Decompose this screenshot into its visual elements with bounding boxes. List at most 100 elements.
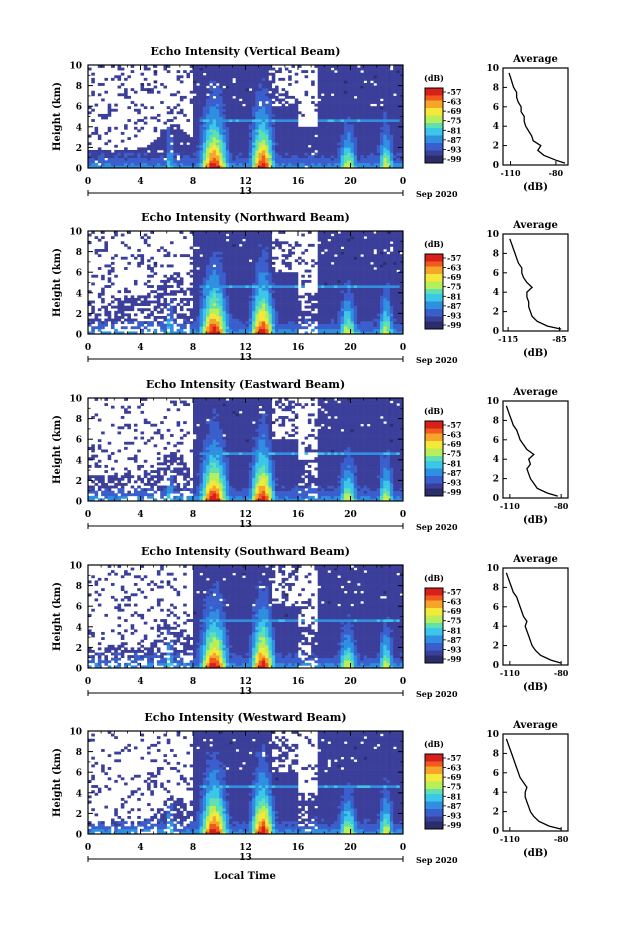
heatmap-cell bbox=[176, 152, 181, 156]
heatmap-cell bbox=[399, 108, 404, 112]
heatmap-cell bbox=[258, 119, 263, 122]
heatmap-cell bbox=[396, 134, 401, 138]
heatmap-cell bbox=[288, 303, 292, 306]
heatmap-cell bbox=[294, 149, 299, 153]
heatmap-cell bbox=[104, 149, 108, 153]
heatmap-cell bbox=[215, 90, 220, 94]
heatmap-cell bbox=[202, 103, 207, 107]
heatmap-cell bbox=[320, 246, 325, 250]
heatmap-cell bbox=[330, 147, 335, 151]
heatmap-cell bbox=[255, 126, 259, 130]
heatmap-cell bbox=[137, 297, 141, 301]
heatmap-cell bbox=[324, 165, 328, 169]
heatmap-cell bbox=[324, 269, 328, 273]
heatmap-cell bbox=[166, 111, 171, 115]
heatmap-cell bbox=[301, 233, 305, 237]
heatmap-cell bbox=[386, 108, 391, 112]
heatmap-cell bbox=[215, 259, 220, 263]
heatmap-cell bbox=[334, 272, 338, 276]
heatmap-cell bbox=[324, 83, 328, 86]
heatmap-cell bbox=[317, 124, 322, 128]
heatmap-cell bbox=[91, 77, 95, 81]
heatmap-cell bbox=[399, 126, 404, 130]
heatmap-cell bbox=[120, 131, 125, 135]
heatmap-cell bbox=[278, 129, 282, 133]
heatmap-cell bbox=[229, 67, 233, 71]
heatmap-cell bbox=[334, 285, 338, 288]
heatmap-cell bbox=[242, 116, 246, 120]
heatmap-cell bbox=[235, 95, 240, 99]
heatmap-cell bbox=[219, 88, 223, 92]
heatmap-cell bbox=[334, 290, 338, 294]
heatmap-cell bbox=[340, 147, 345, 151]
heatmap-cell bbox=[353, 93, 358, 97]
heatmap-cell bbox=[389, 75, 394, 79]
heatmap-cell bbox=[163, 162, 168, 166]
heatmap-cell bbox=[370, 147, 374, 151]
heatmap-cell bbox=[202, 152, 207, 156]
heatmap-cell bbox=[291, 272, 296, 276]
heatmap-cell bbox=[143, 308, 148, 312]
heatmap-cell bbox=[101, 305, 105, 309]
heatmap-cell bbox=[268, 254, 273, 258]
heatmap-cell bbox=[202, 126, 207, 130]
heatmap-cell bbox=[347, 77, 351, 81]
heatmap-cell bbox=[327, 147, 332, 151]
heatmap-cell bbox=[320, 236, 325, 240]
heatmap-cell bbox=[304, 157, 309, 161]
heatmap-cell bbox=[107, 155, 112, 159]
heatmap-cell bbox=[199, 326, 204, 330]
heatmap-cell bbox=[183, 290, 187, 294]
heatmap-cell bbox=[156, 310, 161, 314]
heatmap-cell bbox=[225, 147, 230, 151]
heatmap-cell bbox=[235, 149, 240, 153]
heatmap-cell bbox=[193, 155, 197, 159]
heatmap-cell bbox=[343, 93, 348, 97]
colorbar-segment bbox=[425, 103, 443, 106]
heatmap-cell bbox=[179, 328, 184, 332]
heatmap-cell bbox=[160, 326, 164, 330]
heatmap-cell bbox=[238, 305, 243, 309]
heatmap-cell bbox=[170, 152, 174, 156]
heatmap-cell bbox=[284, 279, 289, 283]
heatmap-cell bbox=[179, 98, 184, 102]
heatmap-cell bbox=[268, 305, 273, 309]
heatmap-cell bbox=[268, 318, 273, 322]
heatmap-cell bbox=[337, 318, 341, 322]
heatmap-cell bbox=[261, 139, 266, 143]
heatmap-cell bbox=[193, 233, 197, 237]
heatmap-cell bbox=[166, 303, 171, 306]
heatmap-cell bbox=[330, 279, 335, 283]
heatmap-cell bbox=[357, 95, 361, 99]
heatmap-cell bbox=[229, 80, 233, 84]
heatmap-cell bbox=[275, 328, 279, 332]
heatmap-cell bbox=[232, 103, 236, 107]
heatmap-cell bbox=[196, 129, 200, 133]
heatmap-cells bbox=[88, 65, 404, 169]
heatmap-cell bbox=[380, 85, 384, 89]
heatmap-cell bbox=[340, 98, 345, 102]
heatmap-cell bbox=[225, 126, 230, 130]
heatmap-cell bbox=[193, 285, 197, 288]
heatmap-cell bbox=[225, 98, 230, 102]
heatmap-cell bbox=[107, 269, 112, 273]
heatmap-cell bbox=[248, 103, 253, 107]
heatmap-cell bbox=[248, 126, 253, 130]
heatmap-cell bbox=[284, 160, 289, 164]
heatmap-cell bbox=[242, 231, 246, 234]
heatmap-cell bbox=[242, 162, 246, 166]
heatmap-cell bbox=[334, 295, 338, 299]
heatmap-cell bbox=[153, 165, 158, 169]
heatmap-cell bbox=[225, 77, 230, 81]
heatmap-cell bbox=[265, 285, 269, 288]
heatmap-cell bbox=[229, 251, 233, 255]
heatmap-cell bbox=[130, 321, 135, 325]
heatmap-cell bbox=[383, 149, 387, 153]
heatmap-cell bbox=[327, 121, 332, 125]
heatmap-cell bbox=[229, 326, 233, 330]
heatmap-cell bbox=[334, 308, 338, 312]
heatmap-cell bbox=[222, 126, 227, 130]
heatmap-cell bbox=[127, 313, 131, 317]
heatmap-cell bbox=[393, 152, 397, 156]
heatmap-cell bbox=[248, 267, 253, 270]
